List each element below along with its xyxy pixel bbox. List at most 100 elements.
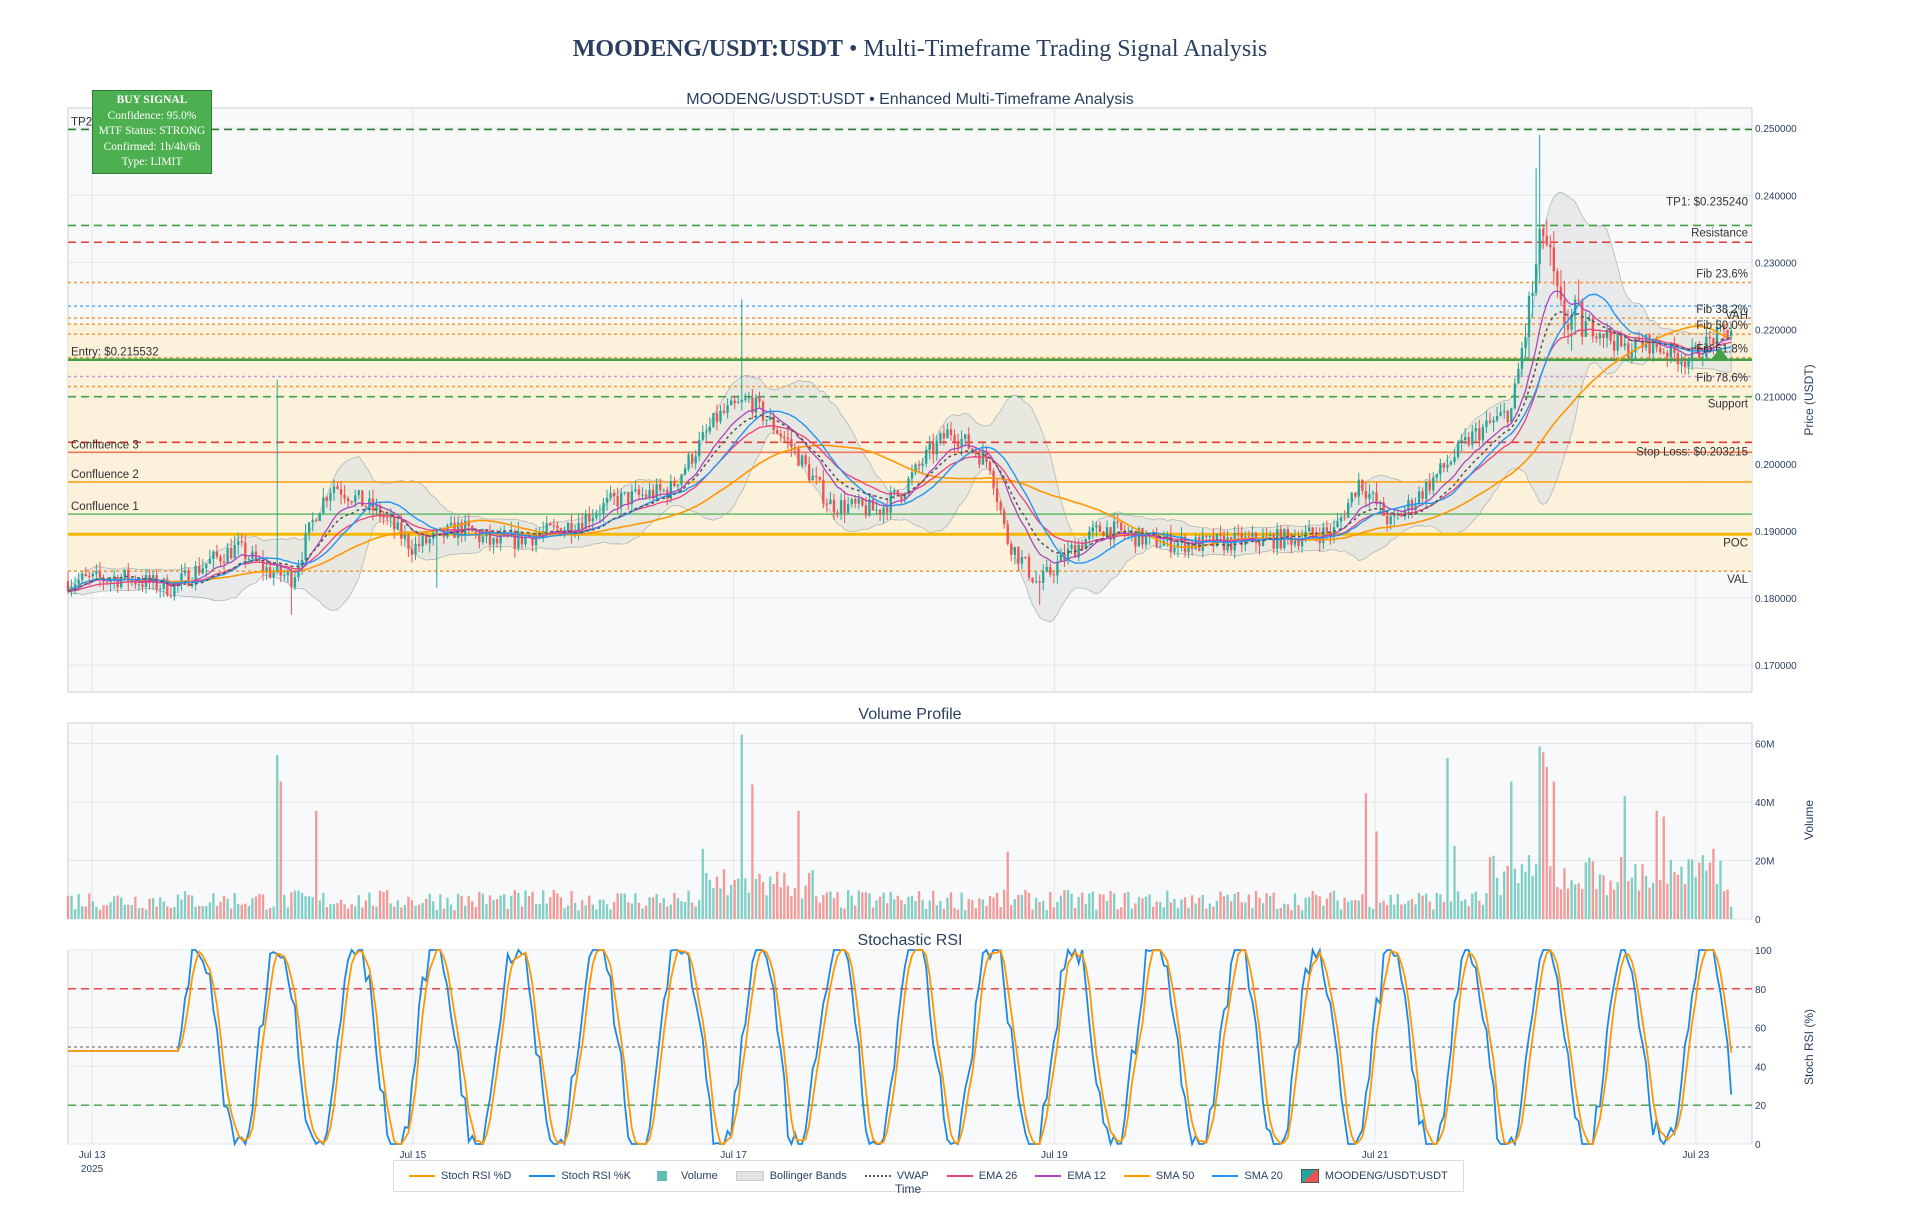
volume-bar (105, 905, 109, 919)
candle (1666, 352, 1669, 358)
volume-bar (882, 892, 885, 919)
volume-bar (1453, 845, 1456, 919)
volume-bar (1268, 895, 1272, 919)
candle (1623, 343, 1626, 347)
volume-bar (563, 908, 566, 919)
volume-bar (708, 879, 712, 919)
volume-bar (733, 880, 736, 919)
candle (800, 455, 804, 466)
volume-bar (577, 910, 580, 919)
candle (889, 492, 892, 513)
volume-bar (1673, 871, 1676, 919)
candle (1417, 491, 1421, 504)
volume-bar (190, 895, 194, 919)
candle (1432, 477, 1435, 491)
volume-bar (112, 896, 116, 919)
candle (1098, 525, 1102, 532)
legend-item[interactable]: Stoch RSI %D (409, 1170, 511, 1182)
volume-bar (790, 896, 793, 919)
volume-bar (446, 897, 449, 919)
candle (839, 500, 843, 514)
price-y-tick-label: 0.200000 (1755, 460, 1797, 471)
candle (1315, 534, 1318, 538)
candle (1442, 463, 1446, 468)
legend-item[interactable]: MOODENG/USDT:USDT (1300, 1169, 1448, 1183)
legend-item[interactable]: EMA 12 (1035, 1170, 1106, 1182)
candle (1726, 329, 1729, 337)
volume-bar (205, 906, 208, 919)
level-label: TP2 (71, 116, 92, 128)
legend-item[interactable]: VWAP (864, 1170, 929, 1182)
candle (183, 570, 187, 574)
stoch-y-tick-label: 80 (1755, 985, 1767, 996)
legend-item[interactable]: SMA 20 (1212, 1170, 1283, 1182)
volume-bar (1112, 893, 1116, 919)
volume-bar (843, 908, 846, 919)
candle (595, 514, 598, 518)
candle (1159, 545, 1162, 548)
volume-bar (1616, 882, 1619, 919)
legend-item[interactable]: Bollinger Bands (735, 1170, 847, 1182)
volume-bar (1676, 874, 1680, 919)
volume-bar (1552, 781, 1556, 919)
candle (1088, 531, 1091, 540)
candle (1439, 463, 1442, 475)
candle (159, 588, 162, 590)
volume-bar (871, 907, 875, 919)
volume-bar (527, 896, 531, 919)
volume-bar (1651, 882, 1655, 919)
candle (1499, 412, 1502, 416)
candle (960, 438, 963, 447)
candle (488, 532, 492, 545)
volume-bar (382, 891, 385, 919)
candle (1602, 333, 1605, 339)
volume-bar (995, 892, 999, 919)
volume-bar (1403, 903, 1407, 919)
candle (276, 564, 279, 573)
candle (1460, 440, 1463, 442)
volume-bar (1120, 907, 1123, 919)
volume-bar (1641, 864, 1644, 919)
entry-marker (1711, 347, 1728, 359)
volume-bar (1343, 897, 1346, 919)
legend-item[interactable]: Volume (649, 1170, 718, 1182)
volume-bar (797, 810, 800, 919)
sma50-line (67, 325, 1732, 592)
volume-bar (581, 900, 584, 919)
candle (1049, 566, 1052, 575)
volume-bar (346, 908, 350, 919)
candle (322, 497, 325, 514)
volume-bar (198, 905, 201, 919)
volume-bar (378, 890, 382, 919)
candle (449, 522, 453, 526)
candle (524, 536, 527, 545)
volume-bar (1151, 906, 1155, 919)
legend-item[interactable]: SMA 50 (1123, 1170, 1194, 1182)
candle (1506, 410, 1509, 423)
legend-item[interactable]: Stoch RSI %K (529, 1170, 631, 1182)
volume-bar (1474, 891, 1477, 919)
stoch-k-line (68, 946, 1733, 1148)
candle (1226, 537, 1229, 551)
legend-item[interactable]: EMA 26 (946, 1170, 1017, 1182)
volume-bar (534, 903, 538, 919)
candle (1453, 456, 1456, 462)
volume-bar (1534, 864, 1538, 919)
volume-bar (1286, 904, 1290, 919)
chart-legend[interactable]: Stoch RSI %D Stoch RSI %K Volume Bollinger … (393, 1160, 1464, 1192)
volume-bar (549, 897, 552, 919)
candle (396, 522, 399, 530)
volume-bar (683, 902, 687, 919)
volume-bar (822, 895, 825, 919)
volume-bar (1123, 892, 1126, 919)
volume-bar (542, 890, 545, 919)
volume-bar (1290, 910, 1293, 919)
volume-bar (410, 900, 414, 919)
volume-bar (758, 873, 761, 919)
volume-bar (705, 872, 708, 919)
volume-bar (453, 909, 456, 919)
candle (722, 410, 726, 413)
candle (283, 575, 286, 577)
candle (286, 571, 290, 576)
